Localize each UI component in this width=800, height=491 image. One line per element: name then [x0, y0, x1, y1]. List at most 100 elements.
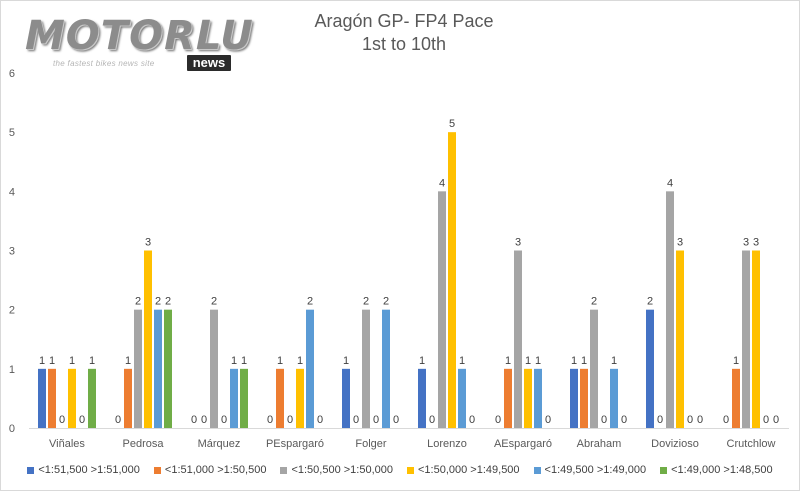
data-label: 1: [525, 355, 531, 367]
bar: [164, 309, 172, 428]
data-label: 4: [667, 177, 673, 189]
legend-item: <1:51,000 >1:50,500: [153, 464, 266, 476]
data-label: 0: [79, 414, 85, 426]
bar: [534, 368, 542, 428]
legend-swatch: [533, 466, 541, 474]
legend-swatch: [280, 466, 288, 474]
data-label: 0: [429, 414, 435, 426]
data-label: 1: [89, 355, 95, 367]
data-label: 2: [211, 296, 217, 308]
legend-item: <1:49,000 >1:48,500: [660, 464, 773, 476]
data-label: 0: [723, 414, 729, 426]
data-label: 0: [545, 414, 551, 426]
data-label: 1: [733, 355, 739, 367]
data-label: 3: [743, 237, 749, 249]
data-label: 1: [505, 355, 511, 367]
chart-legend: <1:51,500 >1:51,000 <1:51,000 >1:50,500 <1…: [1, 460, 799, 480]
data-label: 0: [393, 414, 399, 426]
data-label: 0: [317, 414, 323, 426]
data-label: 0: [657, 414, 663, 426]
logo-wordmark: MOTORLU: [25, 13, 254, 59]
data-label: 1: [39, 355, 45, 367]
data-label: 0: [201, 414, 207, 426]
legend-swatch: [660, 466, 668, 474]
bar: [230, 368, 238, 428]
data-label: 0: [373, 414, 379, 426]
x-tick-label: Crutchlow: [727, 438, 776, 450]
x-tick-label: AEspargaró: [494, 438, 552, 450]
x-tick-label: PEspargaró: [266, 438, 324, 450]
data-label: 3: [677, 237, 683, 249]
data-label: 3: [753, 237, 759, 249]
data-label: 1: [277, 355, 283, 367]
data-label: 1: [231, 355, 237, 367]
bar: [342, 368, 350, 428]
legend-item: <1:51,500 >1:51,000: [27, 464, 140, 476]
x-tick-label: Folger: [355, 438, 387, 450]
data-label: 2: [165, 296, 171, 308]
x-tick-label: Abraham: [577, 438, 622, 450]
bar: [610, 368, 618, 428]
bar: [124, 368, 132, 428]
bar: [732, 368, 740, 428]
bar: [590, 309, 598, 428]
bar: [752, 250, 760, 428]
data-label: 0: [267, 414, 273, 426]
data-label: 0: [621, 414, 627, 426]
data-label: 1: [241, 355, 247, 367]
data-label: 1: [459, 355, 465, 367]
legend-swatch: [407, 466, 414, 474]
data-label: 0: [59, 414, 65, 426]
data-label: 1: [581, 355, 587, 367]
x-tick-label: Lorenzo: [427, 438, 467, 450]
chart-title-line-2: 1st to 10th: [361, 34, 447, 54]
data-label: 1: [125, 355, 131, 367]
logo-tagline: the fastest bikes news site: [53, 59, 155, 68]
data-label: 0: [697, 414, 703, 426]
bar: [570, 368, 578, 428]
x-tick-label: Pedrosa: [123, 438, 165, 450]
bar: [362, 309, 370, 428]
data-label: 0: [773, 414, 779, 426]
legend-item: <1:50,500 >1:50,000: [280, 464, 393, 476]
bar: [458, 368, 466, 428]
bar: [742, 250, 750, 428]
data-label: 3: [145, 237, 151, 249]
logo-news-badge: news: [187, 55, 231, 71]
legend-swatch: [27, 466, 35, 474]
bar: [48, 368, 56, 428]
legend-label: <1:49,000 >1:48,500: [671, 464, 773, 476]
legend-label: <1:50,000 >1:49,500: [418, 464, 520, 476]
legend-label: <1:49,500 >1:49,000: [544, 464, 647, 476]
bar: [276, 368, 284, 428]
data-label: 0: [763, 414, 769, 426]
data-label: 0: [469, 414, 475, 426]
data-label: 2: [647, 296, 653, 308]
bar: [666, 191, 674, 428]
bar: [38, 368, 46, 428]
data-label: 1: [611, 355, 617, 367]
data-label: 0: [287, 414, 293, 426]
bar: [134, 309, 142, 428]
data-label: 2: [591, 296, 597, 308]
bar: [154, 309, 162, 428]
bar: [88, 368, 96, 428]
bar: [646, 309, 654, 428]
y-tick-label: 2: [9, 305, 15, 317]
bar: [524, 368, 532, 428]
data-label: 2: [307, 296, 313, 308]
legend-label: <1:51,500 >1:51,000: [38, 464, 140, 476]
data-label: 2: [135, 296, 141, 308]
bar: [514, 250, 522, 428]
data-label: 2: [155, 296, 161, 308]
data-label: 0: [687, 414, 693, 426]
y-tick-label: 6: [9, 68, 15, 80]
data-label: 1: [343, 355, 349, 367]
bar: [448, 132, 456, 428]
bar: [382, 309, 390, 428]
bar: [240, 368, 248, 428]
y-tick-label: 0: [9, 423, 15, 435]
bar: [210, 309, 218, 428]
data-label: 0: [495, 414, 501, 426]
